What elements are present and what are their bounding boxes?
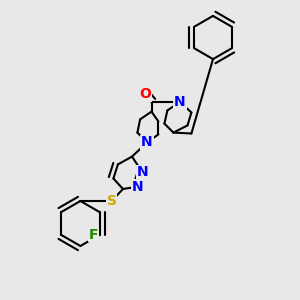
- Text: S: S: [106, 194, 117, 208]
- Text: F: F: [88, 228, 98, 242]
- Text: O: O: [139, 87, 151, 101]
- Text: N: N: [132, 180, 144, 194]
- Text: N: N: [174, 95, 186, 109]
- Text: N: N: [137, 166, 148, 179]
- Text: N: N: [141, 136, 153, 149]
